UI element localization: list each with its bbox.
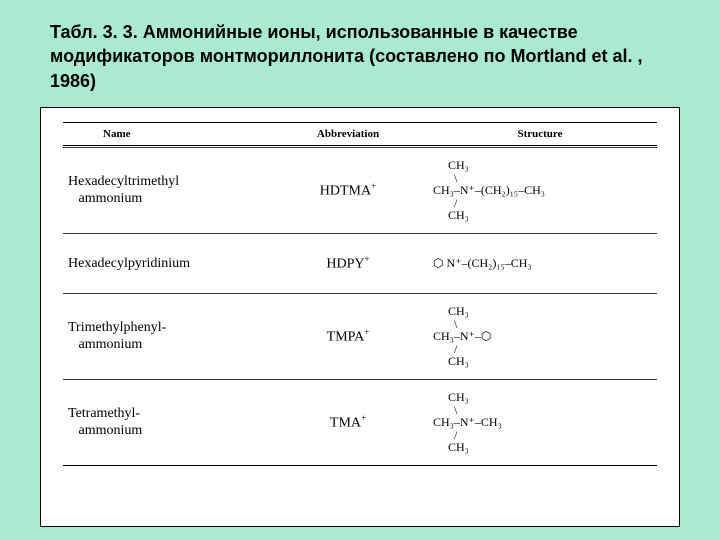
header-name: Name [63,128,273,140]
name-cell: Trimethylphenyl- ammonium [63,319,273,354]
struct-cell: CH₃ \ CH₃–N⁺–CH₃ / CH₃ [423,391,657,454]
chemical-table: Name Abbreviation Structure Hexadecyltri… [40,107,680,527]
table-row: Hexadecyltrimethyl ammonium HDTMA+ CH₃ \… [63,148,657,234]
abbr-cell: HDPY+ [273,254,423,273]
table-row: Tetramethyl- ammonium TMA+ CH₃ \ CH₃–N⁺–… [63,380,657,466]
struct-cell: CH₃ \ CH₃–N⁺–(CH₂)₁₅–CH₃ / CH₃ [423,159,657,222]
table-body: Hexadecyltrimethyl ammonium HDTMA+ CH₃ \… [63,148,657,466]
struct-cell: ⬡ N⁺–(CH₂)₁₅–CH₃ [423,257,657,270]
struct-cell: CH₃ \ CH₃–N⁺–⬡ / CH₃ [423,305,657,368]
header-abbr: Abbreviation [273,128,423,140]
name-cell: Hexadecylpyridinium [63,255,273,273]
table-row: Hexadecylpyridinium HDPY+ ⬡ N⁺–(CH₂)₁₅–C… [63,234,657,294]
abbr-cell: HDTMA+ [273,181,423,200]
abbr-cell: TMA+ [273,413,423,432]
table-header: Name Abbreviation Structure [63,122,657,146]
header-struct: Structure [423,128,657,140]
name-cell: Hexadecyltrimethyl ammonium [63,173,273,208]
page-title: Табл. 3. 3. Аммонийные ионы, использован… [35,20,685,93]
table-row: Trimethylphenyl- ammonium TMPA+ CH₃ \ CH… [63,294,657,380]
abbr-cell: TMPA+ [273,327,423,346]
name-cell: Tetramethyl- ammonium [63,405,273,440]
